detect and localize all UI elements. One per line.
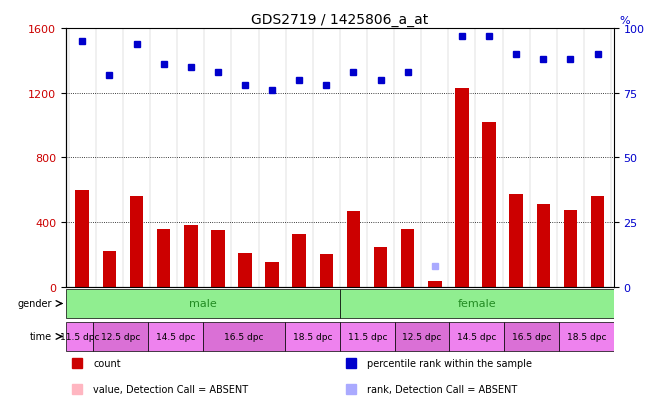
FancyBboxPatch shape (148, 322, 203, 351)
Text: 14.5 dpc: 14.5 dpc (156, 332, 195, 341)
Text: count: count (94, 358, 121, 368)
Text: 18.5 dpc: 18.5 dpc (567, 332, 606, 341)
Bar (238, 254, 251, 287)
Bar (537, 204, 550, 287)
Text: value, Detection Call = ABSENT: value, Detection Call = ABSENT (94, 384, 249, 394)
Text: 14.5 dpc: 14.5 dpc (457, 332, 496, 341)
Text: 16.5 dpc: 16.5 dpc (512, 332, 551, 341)
FancyBboxPatch shape (94, 322, 148, 351)
Bar (482, 123, 496, 287)
Bar (510, 195, 523, 287)
Text: 11.5 dpc: 11.5 dpc (348, 332, 387, 341)
Bar (102, 252, 116, 287)
Text: male: male (189, 299, 217, 309)
Text: percentile rank within the sample: percentile rank within the sample (368, 358, 533, 368)
Bar (157, 229, 170, 287)
Bar (564, 211, 578, 287)
FancyBboxPatch shape (340, 289, 614, 318)
Bar (75, 190, 89, 287)
Bar (211, 231, 224, 287)
FancyBboxPatch shape (66, 322, 94, 351)
FancyBboxPatch shape (66, 289, 340, 318)
Bar (319, 254, 333, 287)
Text: time: time (30, 332, 52, 342)
FancyBboxPatch shape (203, 322, 285, 351)
Bar (346, 211, 360, 287)
FancyBboxPatch shape (504, 322, 559, 351)
Bar (455, 89, 469, 287)
Bar (428, 281, 442, 287)
Bar (184, 226, 197, 287)
Bar (401, 229, 414, 287)
Text: 12.5 dpc: 12.5 dpc (101, 332, 141, 341)
Text: 12.5 dpc: 12.5 dpc (403, 332, 442, 341)
Text: %: % (619, 17, 630, 26)
Title: GDS2719 / 1425806_a_at: GDS2719 / 1425806_a_at (251, 12, 428, 26)
Bar (591, 197, 605, 287)
FancyBboxPatch shape (395, 322, 449, 351)
Bar (265, 262, 279, 287)
FancyBboxPatch shape (285, 322, 340, 351)
Text: 18.5 dpc: 18.5 dpc (293, 332, 332, 341)
Text: gender: gender (18, 299, 52, 309)
FancyBboxPatch shape (449, 322, 504, 351)
FancyBboxPatch shape (559, 322, 614, 351)
Bar (374, 247, 387, 287)
Text: 16.5 dpc: 16.5 dpc (224, 332, 264, 341)
Text: rank, Detection Call = ABSENT: rank, Detection Call = ABSENT (368, 384, 517, 394)
Bar (292, 234, 306, 287)
Text: 11.5 dpc: 11.5 dpc (60, 332, 100, 341)
Bar (130, 197, 143, 287)
FancyBboxPatch shape (340, 322, 395, 351)
Text: female: female (457, 299, 496, 309)
